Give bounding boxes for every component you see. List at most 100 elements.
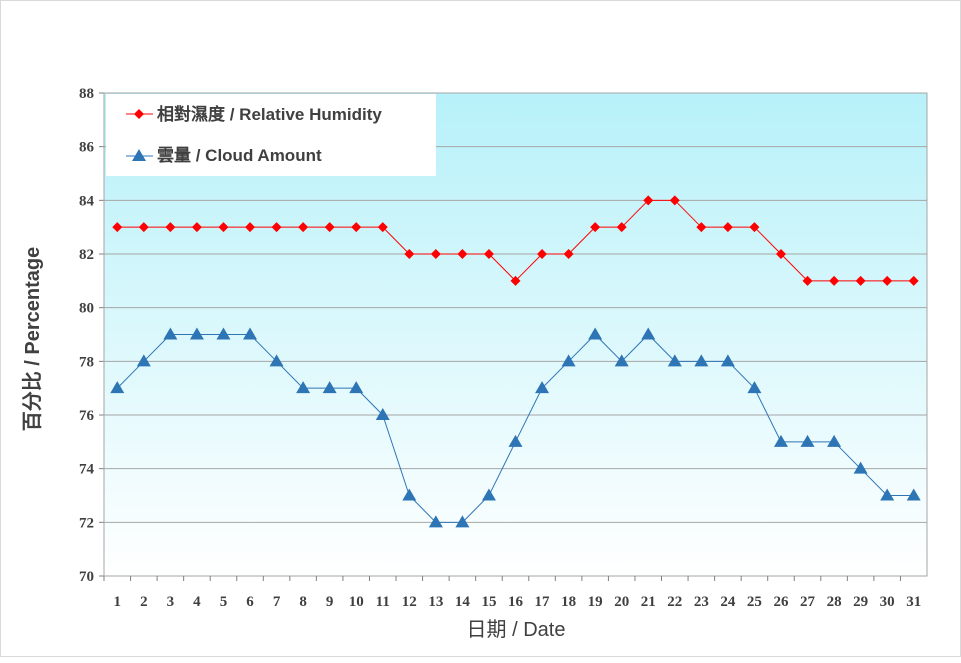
x-tick-label: 29: [853, 594, 868, 610]
data-point-cloud: [800, 434, 815, 447]
data-point-cloud: [694, 354, 709, 367]
data-point-humidity: [510, 275, 521, 286]
data-point-humidity: [112, 222, 123, 233]
x-tick-label: 24: [720, 594, 736, 610]
x-tick-label: 11: [376, 594, 390, 610]
x-tick-label: 4: [193, 594, 201, 610]
x-tick-label: 25: [747, 594, 762, 610]
data-point-cloud: [641, 327, 656, 340]
data-point-cloud: [110, 381, 125, 394]
data-point-humidity: [775, 249, 786, 259]
y-tick-label: 70: [79, 569, 94, 585]
data-point-cloud: [508, 434, 523, 447]
data-point-cloud: [667, 354, 682, 367]
x-tick-label: 18: [561, 594, 576, 610]
data-point-humidity: [669, 195, 680, 206]
x-tick-label: 7: [273, 594, 281, 610]
data-point-humidity: [643, 195, 654, 206]
legend-label-cloud: 雲量 / Cloud Amount: [157, 145, 322, 165]
data-point-cloud: [906, 488, 921, 501]
data-point-cloud: [349, 381, 364, 394]
data-point-humidity: [537, 249, 548, 259]
x-tick-label: 13: [428, 594, 443, 610]
y-tick-label: 82: [79, 247, 94, 263]
data-point-cloud: [535, 381, 550, 394]
y-tick-label: 86: [79, 140, 95, 156]
data-point-humidity: [483, 249, 494, 259]
data-point-humidity: [165, 222, 176, 233]
y-tick-label: 84: [79, 193, 95, 209]
data-point-cloud: [455, 515, 470, 528]
x-tick-label: 28: [827, 594, 842, 610]
x-tick-label: 6: [246, 594, 254, 610]
data-point-humidity: [802, 275, 813, 286]
data-point-cloud: [880, 488, 895, 501]
data-point-humidity: [245, 222, 256, 233]
data-point-cloud: [163, 327, 178, 340]
data-point-humidity: [271, 222, 282, 233]
y-tick-label: 74: [79, 462, 95, 478]
data-point-humidity: [138, 222, 149, 233]
data-point-humidity: [590, 222, 601, 233]
data-point-humidity: [829, 275, 840, 286]
x-tick-label: 14: [455, 594, 471, 610]
x-tick-label: 23: [694, 594, 709, 610]
data-point-cloud: [296, 381, 311, 394]
data-point-humidity: [298, 222, 309, 233]
data-point-cloud: [216, 327, 231, 340]
legend-box: [106, 94, 436, 176]
data-point-cloud: [136, 354, 151, 367]
x-tick-label: 3: [167, 594, 175, 610]
x-tick-label: 20: [614, 594, 629, 610]
data-point-humidity: [430, 249, 441, 259]
y-tick-label: 76: [79, 408, 95, 424]
legend-diamond-icon: [134, 109, 144, 119]
x-tick-label: 2: [140, 594, 148, 610]
data-point-cloud: [402, 488, 417, 501]
x-tick-label: 15: [481, 594, 496, 610]
x-tick-label: 16: [508, 594, 524, 610]
data-point-cloud: [747, 381, 762, 394]
data-point-cloud: [428, 515, 443, 528]
data-point-cloud: [243, 327, 258, 340]
x-tick-label: 8: [299, 594, 307, 610]
data-point-humidity: [616, 222, 627, 233]
y-tick-label: 78: [79, 354, 94, 370]
y-tick-label: 80: [79, 301, 94, 317]
data-point-humidity: [457, 249, 468, 259]
data-point-cloud: [720, 354, 735, 367]
data-point-humidity: [882, 275, 893, 286]
data-point-cloud: [269, 354, 284, 367]
x-tick-label: 19: [588, 594, 603, 610]
data-point-cloud: [561, 354, 576, 367]
x-tick-label: 22: [667, 594, 682, 610]
data-point-humidity: [696, 222, 707, 233]
x-tick-label: 17: [535, 594, 551, 610]
data-point-cloud: [773, 434, 788, 447]
y-tick-label: 72: [79, 515, 94, 531]
x-tick-label: 9: [326, 594, 334, 610]
x-tick-label: 31: [906, 594, 921, 610]
legend-triangle-icon: [132, 149, 146, 161]
x-axis-label: 日期 / Date: [467, 619, 566, 641]
data-point-cloud: [322, 381, 337, 394]
data-point-humidity: [563, 249, 574, 259]
x-tick-label: 27: [800, 594, 816, 610]
data-point-humidity: [377, 222, 388, 233]
data-point-humidity: [722, 222, 733, 233]
data-point-cloud: [853, 461, 868, 474]
data-point-humidity: [908, 275, 919, 286]
data-point-humidity: [351, 222, 362, 233]
data-point-humidity: [324, 222, 335, 233]
data-point-cloud: [481, 488, 496, 501]
data-point-cloud: [614, 354, 629, 367]
data-point-humidity: [191, 222, 202, 233]
data-point-cloud: [375, 408, 390, 420]
plot-border: [103, 92, 928, 577]
x-tick-label: 21: [641, 594, 656, 610]
data-point-cloud: [588, 327, 603, 340]
x-tick-label: 12: [402, 594, 417, 610]
data-point-cloud: [189, 327, 204, 340]
